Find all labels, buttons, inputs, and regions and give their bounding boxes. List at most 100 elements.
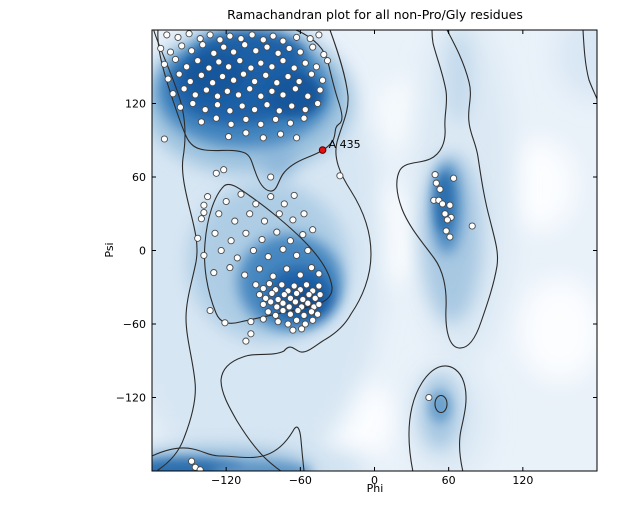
residue-point <box>269 32 277 40</box>
residue-point <box>293 134 301 142</box>
residue-point <box>251 106 259 114</box>
x-axis-label: Phi <box>367 482 384 495</box>
residue-point <box>242 115 250 123</box>
residue-point <box>259 284 267 293</box>
residue-point <box>431 171 439 179</box>
residue-point <box>200 251 208 259</box>
residue-point <box>425 393 433 402</box>
residue-point <box>293 289 301 297</box>
residue-point <box>314 99 322 108</box>
residue-point <box>257 59 265 67</box>
residue-point <box>227 120 235 128</box>
residue-point <box>239 70 248 78</box>
residue-point <box>226 107 234 115</box>
residue-point <box>258 235 266 244</box>
residue-point <box>175 70 183 78</box>
residue-point <box>293 316 301 324</box>
residue-point <box>247 318 255 326</box>
residue-point <box>230 76 238 84</box>
residue-point <box>234 91 243 99</box>
residue-point <box>267 298 275 306</box>
residue-point <box>446 201 454 209</box>
residue-point <box>212 169 220 177</box>
residue-point <box>223 87 231 95</box>
residue-point <box>191 91 199 99</box>
residue-point <box>251 77 259 86</box>
residue-point <box>185 30 193 38</box>
residue-point <box>289 216 297 224</box>
residue-point <box>176 103 184 111</box>
residue-point <box>299 295 307 304</box>
outlier-point <box>318 146 327 154</box>
residue-point <box>291 298 299 306</box>
residue-point <box>301 59 309 67</box>
residue-point <box>309 226 317 234</box>
residue-point <box>242 337 250 345</box>
residue-point <box>163 31 171 39</box>
residue-point <box>231 217 239 225</box>
residue-point <box>236 57 244 65</box>
residue-point <box>307 308 316 316</box>
axis-ticks <box>152 30 597 471</box>
y-tick-label: 120 <box>125 98 146 111</box>
residue-point <box>209 79 217 87</box>
residue-point <box>188 47 196 55</box>
residue-point <box>197 118 205 126</box>
residue-point <box>438 200 447 208</box>
residue-point <box>226 264 234 272</box>
residue-point <box>204 193 212 201</box>
residue-point <box>446 233 454 241</box>
residue-point <box>279 37 287 45</box>
residue-point <box>304 92 312 100</box>
residue-point <box>242 229 250 237</box>
residue-point <box>247 64 255 72</box>
residue-point <box>257 92 265 100</box>
residue-point <box>274 49 282 57</box>
residue-point <box>200 201 208 209</box>
residue-point <box>315 270 323 278</box>
outlier-marker-group: A 435 <box>318 138 361 154</box>
residue-point <box>171 55 180 63</box>
residue-point <box>216 36 224 44</box>
residue-point <box>280 200 288 208</box>
y-tick-label: −120 <box>116 392 146 405</box>
residue-point <box>199 41 207 49</box>
residue-point <box>272 115 280 123</box>
axis-tick-labels: −120 −60 0 60 120 120 60 0 −60 −120 <box>116 98 534 488</box>
residue-point <box>300 210 308 218</box>
residue-point <box>249 246 257 255</box>
residue-point <box>268 289 276 297</box>
residue-point <box>259 315 267 323</box>
residue-point <box>262 294 270 302</box>
residue-point <box>248 31 256 39</box>
residue-point <box>290 191 298 199</box>
residue-point <box>205 64 213 72</box>
residue-point <box>323 57 332 65</box>
residue-point <box>273 228 281 236</box>
residue-point <box>316 86 324 94</box>
residue-point <box>196 466 204 471</box>
residue-point <box>305 291 313 299</box>
residue-point <box>286 310 294 318</box>
y-tick-label: 0 <box>139 245 146 258</box>
residue-point <box>311 294 319 302</box>
residue-point <box>260 217 269 225</box>
plot-title: Ramachandran plot for all non-Pro/Gly re… <box>227 7 523 22</box>
residue-point <box>312 63 320 71</box>
contour-beta-inner <box>157 30 343 192</box>
residue-point <box>180 85 188 93</box>
residue-point <box>259 300 267 308</box>
residue-point <box>222 197 230 206</box>
residue-point <box>264 308 272 316</box>
residue-point <box>304 299 312 307</box>
residue-point <box>237 35 245 43</box>
contour-outer-left <box>153 30 198 471</box>
residue-point <box>275 107 283 115</box>
residue-point <box>262 71 270 79</box>
x-tick-label: 0 <box>371 474 378 487</box>
residue-point <box>275 210 283 218</box>
outlier-label: A 435 <box>329 138 361 151</box>
contour-outer-right <box>396 30 499 349</box>
residue-point <box>293 251 301 259</box>
residue-point <box>221 319 229 327</box>
